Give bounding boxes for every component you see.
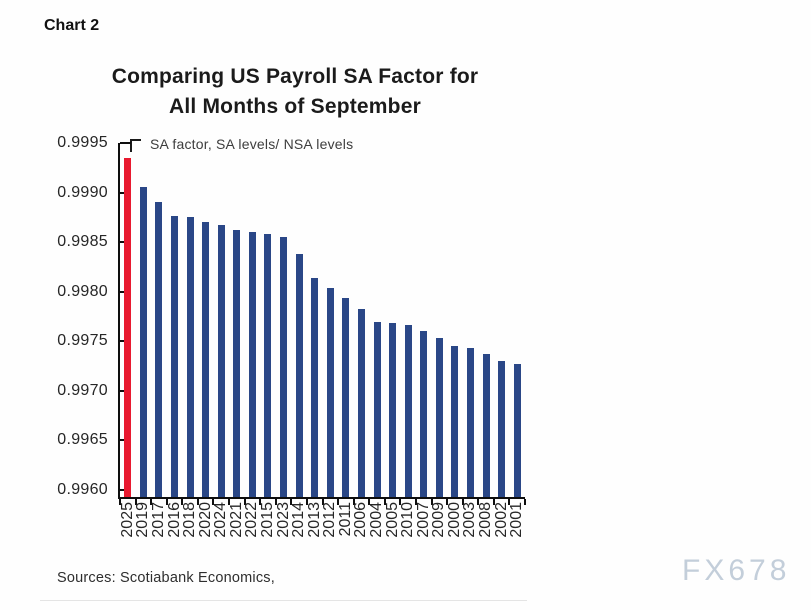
bar-2019 xyxy=(139,186,147,497)
x-axis-tick xyxy=(305,499,308,505)
x-axis-label-slot: 2022 xyxy=(243,500,260,558)
y-axis-tick-label: 0.9985 xyxy=(57,233,108,251)
bar-2024 xyxy=(217,225,225,497)
bar-2023 xyxy=(280,237,288,497)
bar-2018 xyxy=(186,217,194,497)
y-axis-tick-label: 0.9970 xyxy=(57,381,108,399)
x-axis-tick xyxy=(508,499,511,505)
bar-2003 xyxy=(466,348,474,497)
x-axis-label-slot: 2010 xyxy=(399,500,416,558)
x-axis-tick xyxy=(477,499,480,505)
x-axis-label-slot: 2024 xyxy=(212,500,229,558)
x-axis-tick xyxy=(414,499,417,505)
x-axis-tick xyxy=(119,499,121,505)
y-axis-tick-label: 0.9990 xyxy=(57,183,108,201)
x-axis-tick xyxy=(212,499,215,505)
x-axis-tick xyxy=(228,499,231,505)
x-axis-tick xyxy=(446,499,449,505)
bar-2008 xyxy=(482,354,490,497)
y-axis-tick-label: 0.9980 xyxy=(57,282,108,300)
x-axis-tick xyxy=(430,499,433,505)
watermark-fx678: FX678 xyxy=(682,554,791,587)
bar-2014 xyxy=(295,254,303,497)
x-axis-tick xyxy=(290,499,293,505)
bar-2004 xyxy=(373,321,381,497)
bar-2006 xyxy=(357,308,365,497)
bar-2020 xyxy=(202,222,210,497)
chart-number-label: Chart 2 xyxy=(44,17,100,34)
x-axis-tick xyxy=(321,499,324,505)
y-axis-tick-label: 0.9995 xyxy=(57,134,108,151)
x-axis-label-slot: 2017 xyxy=(150,500,167,558)
bar-2010 xyxy=(404,325,412,497)
x-axis-label-slot: 2008 xyxy=(477,500,494,558)
x-axis-tick xyxy=(368,499,371,505)
x-axis-label-slot: 2006 xyxy=(352,500,369,558)
bar-2015 xyxy=(264,234,272,497)
bar-2025 xyxy=(124,157,132,497)
y-axis-tick-label: 0.9960 xyxy=(57,481,108,498)
chart-title: Comparing US Payroll SA Factor for All M… xyxy=(60,62,530,122)
x-axis-tick xyxy=(150,499,153,505)
x-axis-label-slot: 2016 xyxy=(166,500,183,558)
x-axis-tick xyxy=(243,499,246,505)
bar-2016 xyxy=(171,216,179,497)
x-axis-label-slot: 2023 xyxy=(275,500,292,558)
bar-2013 xyxy=(311,277,319,497)
x-axis-tick xyxy=(134,499,137,505)
source-note: Sources: Scotiabank Economics, xyxy=(57,570,275,586)
x-axis-label-slot: 2015 xyxy=(259,500,276,558)
y-axis-tick-label: 0.9975 xyxy=(57,332,108,350)
x-axis-label-slot: 2009 xyxy=(430,500,447,558)
x-axis-label-slot: 2012 xyxy=(321,500,338,558)
x-axis-label-slot: 2019 xyxy=(134,500,151,558)
axis-units-label: SA factor, SA levels/ NSA levels xyxy=(150,136,354,152)
x-axis-tick xyxy=(165,499,168,505)
bar-2021 xyxy=(233,230,241,497)
bar-2017 xyxy=(155,201,163,497)
bar-2022 xyxy=(248,232,256,497)
x-axis-tick xyxy=(461,499,464,505)
chart-title-line-2: All Months of September xyxy=(169,95,421,118)
x-axis-tick xyxy=(383,499,386,505)
x-axis-tick xyxy=(274,499,277,505)
axis-units-row: SA factor, SA levels/ NSA levels xyxy=(130,136,353,152)
x-axis-tick xyxy=(259,499,262,505)
bar-2011 xyxy=(342,297,350,497)
bar-2012 xyxy=(326,287,334,497)
x-axis-label-slot: 2018 xyxy=(181,500,198,558)
x-axis-tick xyxy=(196,499,199,505)
bar-2000 xyxy=(451,346,459,497)
y-axis-tick xyxy=(120,142,131,144)
chart-title-line-1: Comparing US Payroll SA Factor for xyxy=(111,65,479,88)
plot-area xyxy=(118,142,526,505)
x-axis-tick xyxy=(337,499,340,505)
x-axis-tick xyxy=(492,499,495,505)
bar-2002 xyxy=(498,361,506,497)
bottom-divider xyxy=(40,600,527,601)
x-axis-tick xyxy=(399,499,402,505)
y-axis-tick-label: 0.9965 xyxy=(57,431,108,449)
x-axis-label-slot: 2014 xyxy=(290,500,307,558)
x-axis-tick xyxy=(352,499,355,505)
x-axis-label-slot: 2001 xyxy=(508,500,526,558)
x-axis-tick xyxy=(524,499,526,505)
x-axis-label-slot: 2003 xyxy=(461,500,478,558)
bar-2001 xyxy=(513,364,521,497)
x-axis-label-slot: 2004 xyxy=(368,500,385,558)
bar-2005 xyxy=(389,323,397,497)
axis-corner-bracket-icon xyxy=(130,139,141,152)
bar-2007 xyxy=(420,331,428,497)
bar-2009 xyxy=(435,338,443,497)
x-axis-tick-label: 2001 xyxy=(508,502,526,538)
x-axis-labels: 2025 2019 2017 2016 2018 2020 2024 2021 2022 2015… xyxy=(119,500,526,558)
x-axis-tick xyxy=(181,499,184,505)
